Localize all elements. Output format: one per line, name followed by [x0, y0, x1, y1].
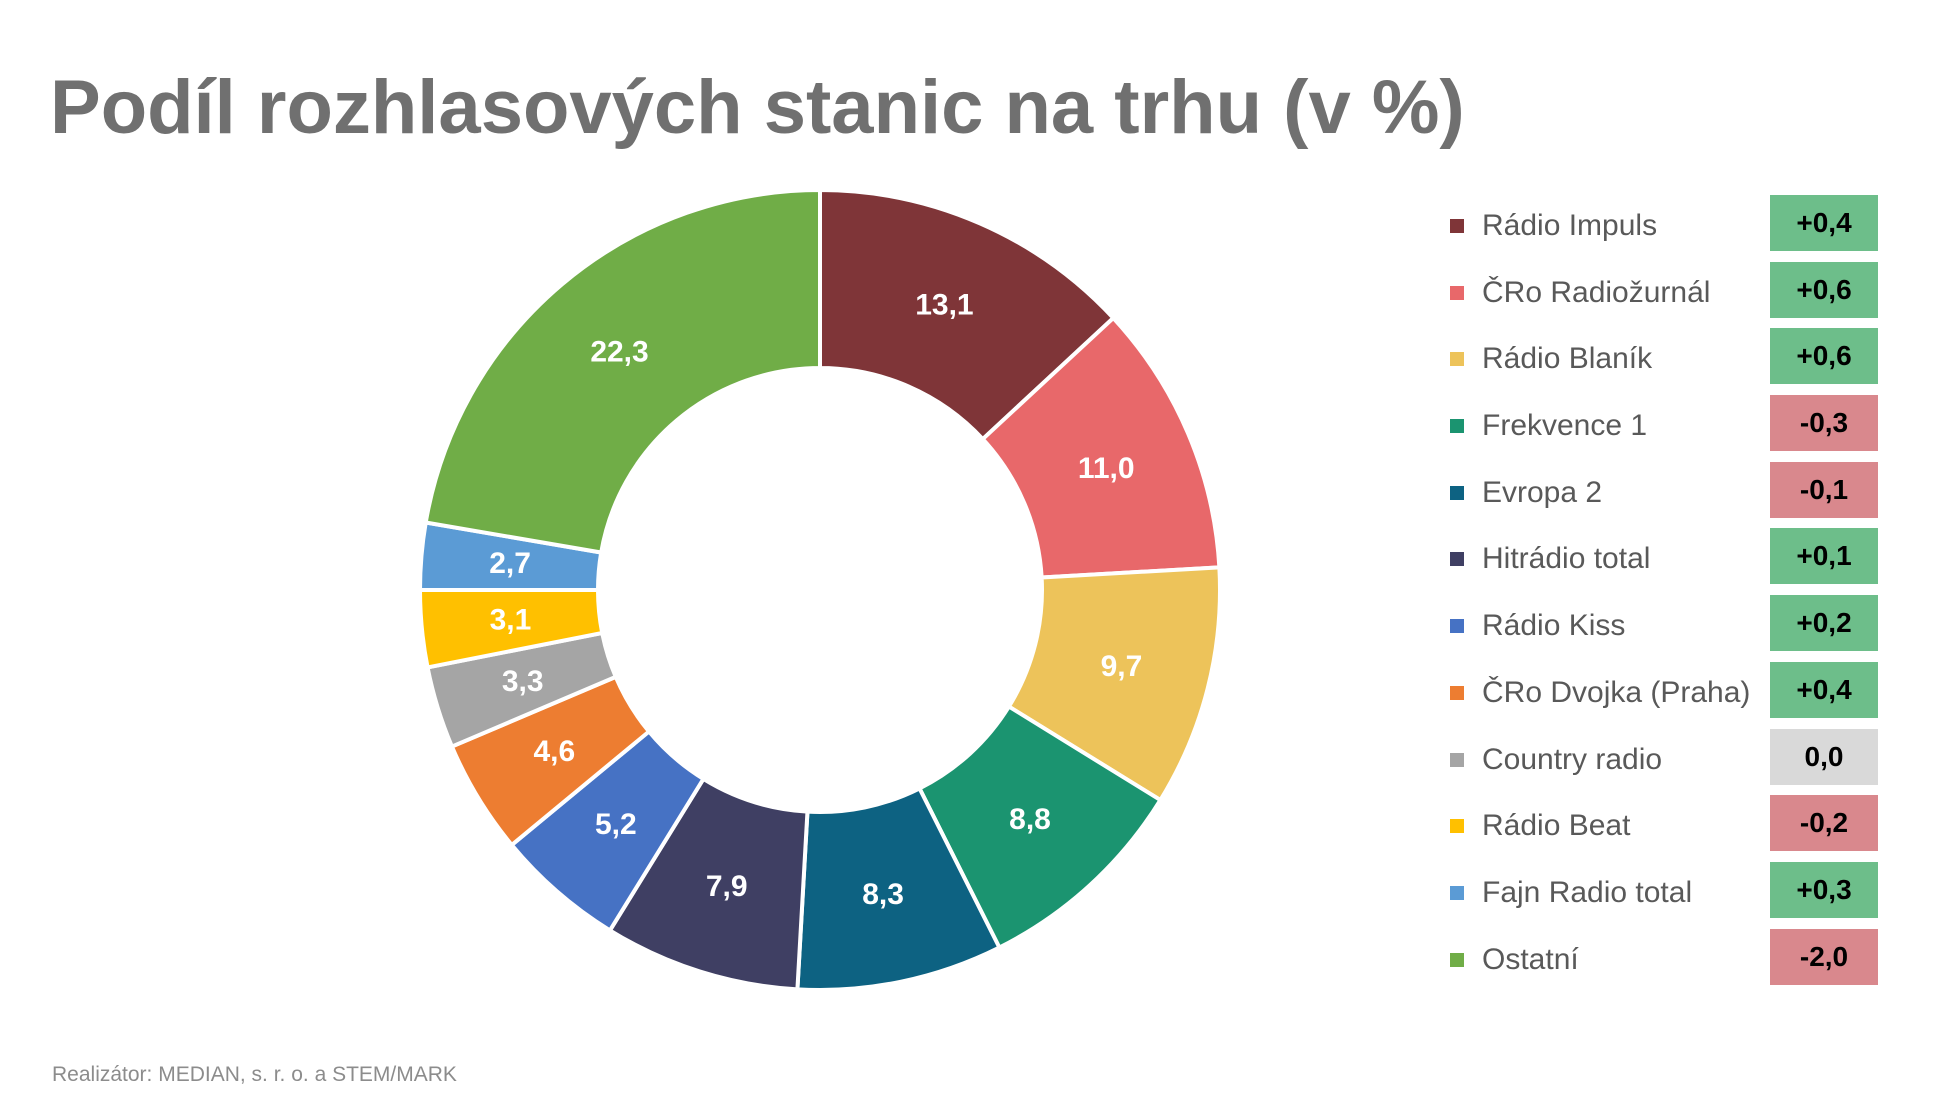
slice-value-label: 4,6 — [533, 735, 575, 768]
change-badge: +0,3 — [1770, 861, 1878, 918]
slice-value-label: 7,9 — [706, 870, 748, 903]
donut-slice — [818, 187, 1117, 442]
legend-swatch — [1450, 552, 1464, 567]
legend-label: Evropa 2 — [1482, 475, 1603, 509]
slice-value-label: 22,3 — [590, 336, 648, 369]
legend-swatch — [1450, 619, 1464, 634]
change-badge: -0,1 — [1770, 461, 1878, 518]
slice-value-label: 3,3 — [502, 665, 544, 698]
slice-value-label: 8,8 — [1009, 803, 1051, 836]
donut-slice — [423, 187, 822, 555]
slice-value-label: 5,2 — [595, 808, 637, 841]
page-title: Podíl rozhlasových stanic na trhu (v %) — [50, 65, 1465, 150]
slice-value-label: 11,0 — [1078, 452, 1135, 485]
change-badge: +0,4 — [1770, 195, 1878, 251]
slice-value-label: 13,1 — [915, 288, 973, 321]
legend-label: Rádio Blaník — [1482, 342, 1653, 376]
legend-item: Ostatní -2,0 — [1450, 928, 1890, 996]
legend-swatch — [1450, 352, 1464, 367]
legend-label: Fajn Radio total — [1482, 875, 1693, 909]
change-badge: -2,0 — [1770, 928, 1878, 985]
legend-item: Fajn Radio total +0,3 — [1450, 861, 1890, 929]
legend-swatch — [1450, 285, 1464, 300]
legend-label: ČRo Radiožurnál — [1482, 275, 1711, 309]
legend: Rádio Impuls +0,4 ČRo Radiožurnál +0,6 Rádio… — [1450, 195, 1890, 995]
change-badge: 0,0 — [1770, 728, 1878, 785]
legend-item: Frekvence 1 -0,3 — [1450, 395, 1890, 462]
legend-label: Rádio Beat — [1482, 809, 1631, 843]
slice-value-label: 3,1 — [490, 604, 532, 637]
legend-item: Hitrádio total +0,1 — [1450, 528, 1890, 595]
change-badge: +0,4 — [1770, 661, 1878, 718]
change-badge: +0,6 — [1770, 328, 1878, 385]
legend-item: ČRo Dvojka (Praha) +0,4 — [1450, 661, 1890, 729]
legend-item: Rádio Kiss +0,2 — [1450, 595, 1890, 662]
change-badge: +0,2 — [1770, 595, 1878, 652]
change-badge: +0,6 — [1770, 261, 1878, 318]
legend-swatch — [1450, 885, 1464, 900]
slice-value-label: 8,3 — [862, 878, 904, 911]
legend-item: Evropa 2 -0,1 — [1450, 461, 1890, 529]
legend-swatch — [1450, 819, 1464, 834]
legend-label: ČRo Dvojka (Praha) — [1482, 675, 1751, 709]
legend-swatch — [1450, 952, 1464, 967]
legend-label: Hitrádio total — [1482, 542, 1651, 576]
legend-label: Rádio Kiss — [1482, 609, 1626, 643]
legend-label: Rádio Impuls — [1482, 209, 1658, 242]
change-badge: +0,1 — [1770, 528, 1878, 585]
legend-item: Rádio Impuls +0,4 — [1450, 195, 1890, 262]
legend-swatch — [1450, 219, 1464, 233]
legend-swatch — [1450, 752, 1464, 767]
legend-swatch — [1450, 419, 1464, 434]
footer-source: Realizátor: MEDIAN, s. r. o. a STEM/MARK — [52, 1063, 457, 1086]
slice-value-label: 9,7 — [1101, 650, 1143, 683]
legend-label: Ostatní — [1482, 942, 1579, 976]
change-badge: -0,3 — [1770, 395, 1878, 452]
legend-item: Country radio 0,0 — [1450, 728, 1890, 796]
legend-item: Rádio Beat -0,2 — [1450, 795, 1890, 862]
legend-swatch — [1450, 685, 1464, 700]
legend-swatch — [1450, 485, 1464, 500]
legend-label: Country radio — [1482, 742, 1663, 776]
change-badge: -0,2 — [1770, 795, 1878, 852]
legend-item: ČRo Radiožurnál +0,6 — [1450, 261, 1890, 329]
legend-item: Rádio Blaník +0,6 — [1450, 328, 1890, 395]
legend-label: Frekvence 1 — [1482, 409, 1648, 443]
slice-value-label: 2,7 — [489, 547, 531, 580]
